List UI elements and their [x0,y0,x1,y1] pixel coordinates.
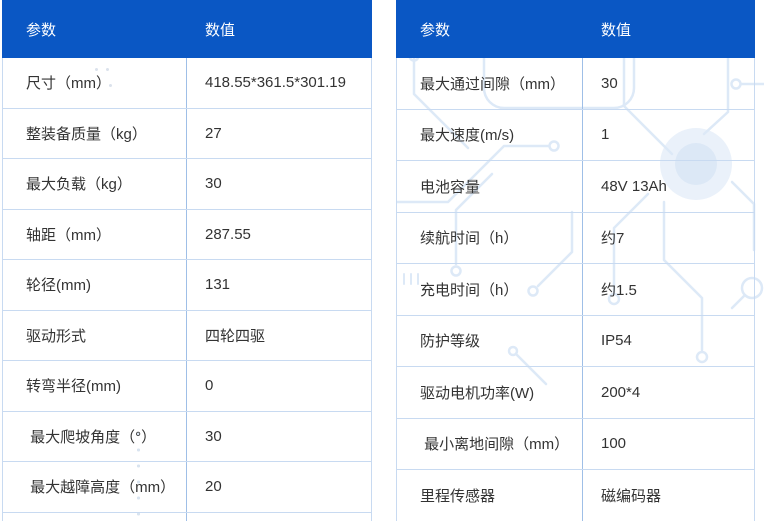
param-cell: 驱动形式 [3,310,187,360]
param-cell: 转弯半径(mm) [3,361,187,411]
value-cell: 48V 13Ah [601,177,667,195]
table-row: 最大爬坡角度（°） 30 [3,411,371,462]
table-row: 里程传感器 磁编码器 [397,470,754,521]
table-row: 驱动形式 四轮四驱 [3,310,371,361]
value-cell: 30 [601,74,618,92]
param-cell: 驱动电机功率(W) [397,367,583,418]
param-cell: 最大越障高度（mm） [3,462,187,512]
spec-table-left: 参数 数值 尺寸（mm） 418.55*361.5*301.19 整装备质量（kg）… [2,0,372,521]
header-cell-value: 数值 [601,21,632,39]
table-row: 轮径(mm) 131 [3,260,371,311]
table-row: 整装备质量（kg） 27 [3,108,371,159]
value-cell: 30 [205,175,222,193]
param-cell: 防护等级 [397,315,583,366]
value-cell: 四轮四驱 [205,327,266,345]
param-cell: 里程传感器 [397,470,583,521]
param-cell: 尺寸（mm） [3,58,187,108]
table-body: 尺寸（mm） 418.55*361.5*301.19 整装备质量（kg） 27 最大负载… [2,58,372,521]
value-cell: 0 [205,377,214,395]
table-header: 参数 数值 [396,0,755,58]
value-cell: IP54 [601,332,632,350]
header-cell-param: 参数 [420,21,451,39]
dot-decoration [109,84,112,87]
value-cell: 200*4 [601,383,641,401]
value-cell: 20 [205,478,222,496]
table-row: 最小离地间隙（mm） 100 [397,418,754,470]
value-cell: 约7 [601,230,625,248]
table-row: 最大越障高度（mm） 20 [3,462,371,513]
table-header: 参数 数值 [2,0,372,58]
table-row: 续航时间（h） 约7 [397,212,754,264]
param-cell: 最大速度(m/s) [397,109,583,160]
table-row: 电池容量 48V 13Ah [397,161,754,213]
value-cell: 磁编码器 [601,487,662,505]
value-cell: 100 [601,435,627,453]
value-cell: 287.55 [205,225,251,243]
table-row: 防护等级 IP54 [397,315,754,367]
param-cell: 最大爬坡角度（°） [3,411,187,461]
table-row: 驱动电机功率(W) 200*4 [397,367,754,419]
dot-decoration [106,68,109,71]
value-cell: 131 [205,276,231,294]
table-row: 充电时间（h） 约1.5 [397,264,754,316]
table-row: 轴距（mm） 287.55 [3,209,371,260]
param-cell: 最小离地间隙（mm） [397,418,583,469]
param-cell: 充电时间（h） [397,264,583,315]
table-body: 最大通过间隙（mm） 30 最大速度(m/s) 1 电池容量 48V 13Ah 续航时间（h… [396,58,755,521]
dotted-line-decoration [137,426,140,521]
param-cell: 轮径(mm) [3,260,187,310]
table-row: 最大负载（kg） 30 [3,159,371,210]
value-cell: 约1.5 [601,281,637,299]
param-cell: 整装备质量（kg） [3,108,187,158]
header-cell-param: 参数 [26,21,57,39]
param-cell: 电池容量 [397,161,583,212]
table-row: 最大速度(m/s) 1 [397,109,754,161]
dot-decoration [95,68,98,71]
param-cell: 续航时间（h） [397,212,583,263]
table-row: 尺寸（mm） 418.55*361.5*301.19 [3,58,371,109]
value-cell: 1 [601,126,610,144]
value-cell: 27 [205,124,222,142]
param-cell: 轴距（mm） [3,209,187,259]
table-row: 最大通过间隙（mm） 30 [397,58,754,110]
header-cell-value: 数值 [205,21,236,39]
param-cell: 最大通过间隙（mm） [397,58,583,109]
param-cell [3,512,187,521]
spec-table-right: 参数 数值 最大通过间隙（mm） 30 最大速度(m/s) 1 电池容量 48V 13Ah… [396,0,755,521]
table-row-stub [3,512,371,521]
table-row: 转弯半径(mm) 0 [3,361,371,412]
param-cell: 最大负载（kg） [3,159,187,209]
value-cell: 30 [205,427,222,445]
value-cell: 418.55*361.5*301.19 [205,74,346,92]
